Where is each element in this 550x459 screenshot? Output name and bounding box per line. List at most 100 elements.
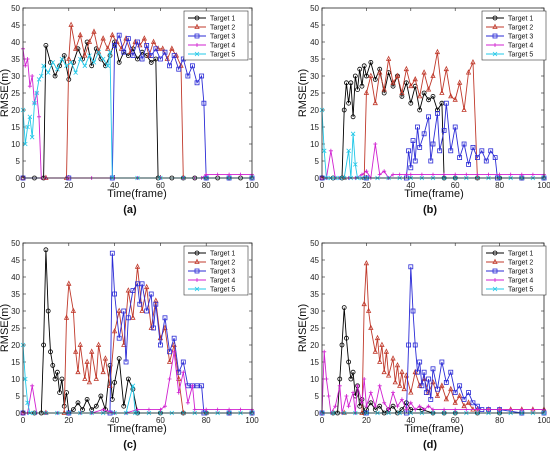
data-point <box>417 93 423 99</box>
data-point <box>344 394 349 398</box>
series-target-4 <box>320 349 546 415</box>
data-point <box>194 383 200 389</box>
data-point <box>185 383 191 389</box>
data-point <box>162 49 168 55</box>
data-point <box>135 39 140 45</box>
data-point <box>141 35 148 41</box>
legend-label: Target 5 <box>508 52 533 59</box>
data-point <box>493 43 497 47</box>
data-point <box>194 250 200 256</box>
data-point <box>413 407 418 412</box>
data-point <box>185 400 190 405</box>
data-point <box>474 155 480 161</box>
data-point <box>475 172 480 177</box>
data-point <box>434 392 441 398</box>
data-point <box>162 404 167 409</box>
data-point <box>73 348 79 354</box>
y-axis-label: RMSE(m) <box>0 304 11 352</box>
data-point <box>461 106 467 112</box>
data-point <box>82 375 88 381</box>
data-point <box>204 407 209 412</box>
data-point <box>158 407 163 412</box>
data-point <box>23 141 28 147</box>
y-tick-label: 35 <box>11 290 20 299</box>
data-point <box>408 407 414 413</box>
legend: Target 1 Target 2 Target 3 Target 4 Target 5 <box>183 245 249 296</box>
data-point <box>453 407 458 412</box>
data-point <box>93 403 99 409</box>
y-tick-label: 30 <box>310 72 319 81</box>
x-tick-label: 100 <box>245 416 259 425</box>
y-tick-label: 25 <box>11 324 20 333</box>
data-point <box>439 89 445 95</box>
data-point <box>192 407 197 412</box>
data-point <box>352 73 358 79</box>
data-point <box>148 291 154 297</box>
data-point <box>493 278 497 282</box>
y-tick-label: 35 <box>11 55 20 64</box>
data-point <box>372 77 378 82</box>
data-point <box>448 385 454 392</box>
legend-label: Target 3 <box>210 34 235 41</box>
data-point <box>144 43 150 48</box>
data-point <box>346 404 351 409</box>
series-line <box>23 266 252 414</box>
data-point <box>32 100 37 106</box>
data-point <box>23 63 28 68</box>
data-point <box>116 335 122 341</box>
data-point <box>64 63 69 69</box>
y-tick-label: 20 <box>310 106 319 115</box>
data-point <box>377 66 383 72</box>
data-point <box>415 369 420 375</box>
data-point <box>25 124 30 130</box>
y-tick-label: 25 <box>11 89 20 98</box>
y-tick-label: 50 <box>11 4 20 13</box>
y-tick-label: 20 <box>310 341 319 350</box>
data-point <box>43 43 49 48</box>
data-point <box>364 169 369 174</box>
data-point <box>385 55 392 61</box>
data-point <box>470 406 476 412</box>
y-tick-label: 35 <box>310 55 319 64</box>
data-point <box>153 46 159 52</box>
data-point <box>530 407 535 412</box>
data-point <box>195 278 199 282</box>
axes-frame <box>321 7 545 179</box>
data-point <box>135 56 140 62</box>
data-point <box>137 301 143 307</box>
data-point <box>157 56 163 62</box>
data-point <box>452 399 458 405</box>
data-point <box>363 260 370 266</box>
data-point <box>368 60 374 65</box>
data-point <box>419 172 424 177</box>
data-point <box>326 394 331 398</box>
data-point <box>368 390 373 395</box>
chart-panel-c: 0 5 10 15 20 25 30 35 40 45 50 0 20 40 60 80 100 Target 1… <box>0 239 259 451</box>
data-point <box>492 268 498 274</box>
data-point <box>428 396 434 402</box>
data-point <box>461 402 467 409</box>
data-point <box>346 359 352 365</box>
data-point <box>125 287 131 293</box>
legend-label: Target 2 <box>210 260 235 267</box>
data-point <box>36 77 42 82</box>
x-tick-label: 40 <box>406 181 415 190</box>
data-point <box>386 407 391 412</box>
data-point <box>439 100 445 106</box>
data-point <box>341 107 347 113</box>
data-point <box>483 158 489 164</box>
data-point <box>417 107 423 113</box>
data-point <box>359 172 364 177</box>
panel-label: (b) <box>423 204 437 216</box>
data-point <box>426 97 431 103</box>
data-point <box>180 359 186 365</box>
data-point <box>435 386 440 392</box>
data-point <box>408 172 413 177</box>
data-point <box>431 407 435 412</box>
y-tick-label: 5 <box>16 157 21 166</box>
data-point <box>176 390 181 395</box>
data-point <box>194 51 200 57</box>
data-point <box>442 172 447 177</box>
data-point <box>492 51 498 57</box>
data-point <box>41 342 47 348</box>
